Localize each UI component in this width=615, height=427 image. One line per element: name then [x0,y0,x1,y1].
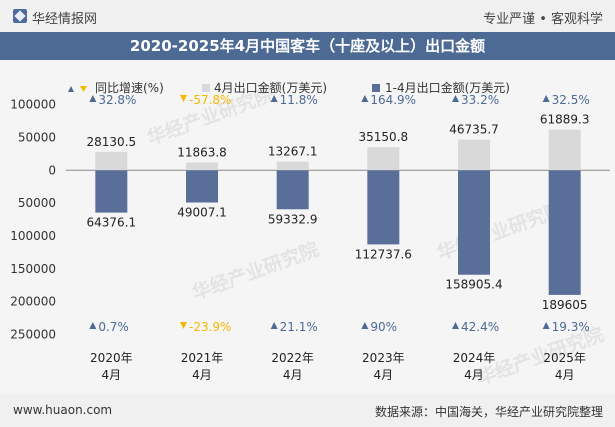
month-export-bar [548,129,581,171]
site-name: 华经情报网 [32,12,98,27]
legend-month-label: 4月出口金额(万美元) [214,80,327,95]
cum-export-bar [276,170,309,210]
footer-url[interactable]: www.huaon.com [13,403,113,417]
cum-export-value-label: 112737.6 [355,247,412,261]
legend-down-triangle-icon [80,86,87,92]
month-export-value-label: 11863.8 [177,146,227,160]
y-tick-label: 100000 [10,229,56,243]
month-growth-label: -57.8% [189,93,231,107]
x-category-label-month: 4月 [464,368,484,382]
month-export-value-label: 61889.3 [540,113,590,127]
y-tick-label: 250000 [10,328,56,342]
month-growth-label: 32.8% [98,93,136,107]
legend-up-triangle-icon [68,86,74,92]
month-growth-up-arrow-icon [542,95,550,102]
cum-export-value-label: 158905.4 [445,278,502,292]
cum-export-value-label: 59332.9 [268,212,318,226]
legend-growth-label: 同比增速(%) [95,81,164,95]
month-growth-label: 32.5% [552,93,590,107]
legend-cum-swatch [372,84,380,92]
month-growth-label: 164.9% [370,93,416,107]
month-export-value-label: 28130.5 [87,135,137,149]
top-bar: 华经情报网 专业严谨 • 客观科学 [0,0,615,32]
watermark-text-1: 华经产业研究院 [189,238,322,305]
month-growth-down-arrow-icon [180,95,187,102]
cum-growth-label: 90% [370,320,397,334]
cum-growth-down-arrow-icon [180,322,187,329]
month-export-value-label: 13267.1 [268,145,318,159]
month-export-bar [276,161,309,171]
cum-growth-label: 21.1% [280,320,318,334]
month-growth-label: 33.2% [461,93,499,107]
cum-export-bar [367,170,400,245]
chart-title: 2020-2025年4月中国客车（十座及以上）出口金额 [0,32,615,60]
cum-growth-up-arrow-icon [452,322,459,329]
cum-export-bar [186,170,218,203]
slogan: 专业严谨 • 客观科学 [483,12,603,27]
month-growth-up-arrow-icon [270,95,278,102]
cum-growth-label: 19.3% [552,320,590,334]
y-tick-label: 150000 [10,262,56,276]
cum-growth-label: 0.7% [98,320,129,334]
cum-growth-label: 42.4% [461,320,499,334]
cum-export-bar [458,170,490,275]
x-category-label-month: 4月 [283,368,303,382]
y-tick-label: 200000 [10,295,56,309]
cum-export-value-label: 49007.1 [177,206,227,220]
month-export-bar [367,147,400,171]
legend-cum-label: 1-4月出口金额(万美元) [385,80,510,95]
cum-growth-up-arrow-icon [270,322,278,329]
x-category-label-year: 2021年 [181,351,224,365]
month-growth-up-arrow-icon [452,95,459,102]
x-category-label-year: 2020年 [90,351,133,365]
footer-bar: www.huaon.com 数据来源：中国海关，华经产业研究院整理 [0,394,615,427]
x-category-label-month: 4月 [374,368,394,382]
cum-growth-up-arrow-icon [542,322,550,329]
watermark-text-2: 华经产业研究院 [434,198,567,265]
x-category-label-year: 2024年 [453,351,496,365]
data-source: 数据来源：中国海关，华经产业研究院整理 [374,405,603,419]
huajing-logo-icon [13,9,27,23]
month-export-value-label: 35150.8 [359,130,409,144]
month-export-value-label: 46735.7 [449,123,499,137]
cum-export-value-label: 64376.1 [87,216,137,230]
cum-export-bar [95,170,128,213]
month-growth-up-arrow-icon [361,95,369,102]
x-category-label-year: 2022年 [271,351,314,365]
x-category-label-month: 4月 [102,368,122,382]
month-growth-up-arrow-icon [89,95,97,102]
month-export-bar [458,139,490,171]
x-category-label-year: 2025年 [543,351,586,365]
legend-month-swatch [202,84,210,92]
y-tick-label: 50000 [18,196,56,210]
x-category-label-year: 2023年 [362,351,405,365]
cum-export-value-label: 189605 [542,298,588,312]
month-growth-label: 11.8% [280,93,318,107]
x-category-label-month: 4月 [555,368,575,382]
y-tick-label: 0 [48,163,56,177]
y-tick-label: 50000 [18,130,56,144]
x-category-label-month: 4月 [192,368,212,382]
cum-growth-label: -23.9% [189,320,231,334]
cum-growth-up-arrow-icon [89,322,97,329]
month-export-bar [95,151,128,171]
y-tick-label: 100000 [10,98,56,112]
month-export-bar [186,162,218,171]
cum-export-bar [548,170,581,295]
cum-growth-up-arrow-icon [361,322,369,329]
